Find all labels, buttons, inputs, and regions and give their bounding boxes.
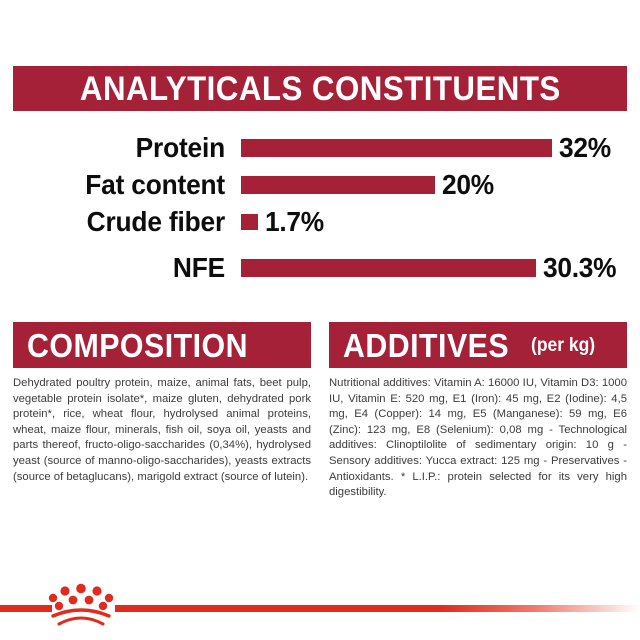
additives-banner-title: ADDITIVES xyxy=(343,326,510,364)
chart-bar-value: 20% xyxy=(442,169,495,200)
additives-body-text: Nutritional additives: Vitamin A: 16000 … xyxy=(329,377,627,499)
chart-row-label: Protein xyxy=(135,132,226,163)
analyticals-banner-title: ANALYTICALS CONSTITUENTS xyxy=(79,69,561,108)
composition-body-text: Dehydrated poultry protein, maize, anima… xyxy=(13,377,311,483)
chart-bar-wrap: 1.7% xyxy=(241,208,327,236)
composition-banner: COMPOSITION xyxy=(13,322,311,368)
chart-bar-wrap: 30.3% xyxy=(241,254,620,282)
footer-line-left xyxy=(0,605,52,612)
chart-bar xyxy=(241,139,553,157)
chart-bar-wrap: 32% xyxy=(241,134,614,162)
chart-bar xyxy=(241,176,436,194)
additives-banner-subtitle: (per kg) xyxy=(530,334,595,356)
chart-bar xyxy=(241,259,536,277)
additives-banner: ADDITIVES (per kg) xyxy=(329,322,627,368)
chart-row: Crude fiber 1.7% xyxy=(0,202,640,242)
chart-row: Fat content 20% xyxy=(0,165,640,205)
chart-bar-value: 30.3% xyxy=(542,252,617,283)
chart-bar-value: 32% xyxy=(559,132,611,163)
footer-bar xyxy=(0,596,640,618)
chart-row-label: Crude fiber xyxy=(86,206,226,237)
chart-row: Protein 32% xyxy=(0,128,640,168)
chart-bar xyxy=(241,214,258,230)
analyticals-bar-chart: Protein 32% Fat content 20% Crude fiber 1.7% N… xyxy=(0,128,640,293)
footer-line-right xyxy=(115,605,640,612)
composition-panel: COMPOSITION Dehydrated poultry protein, … xyxy=(13,322,311,485)
composition-banner-title: COMPOSITION xyxy=(27,326,248,364)
additives-panel: ADDITIVES (per kg) Nutritional additives… xyxy=(329,322,627,501)
chart-row-label: Fat content xyxy=(85,169,225,200)
chart-bar-wrap: 20% xyxy=(241,171,498,199)
chart-bar-value: 1.7% xyxy=(264,206,324,237)
chart-row-label: NFE xyxy=(172,252,225,283)
chart-row: NFE 30.3% xyxy=(0,248,640,288)
royal-canin-crown-logo xyxy=(48,583,114,626)
analyticals-constituents-banner: ANALYTICALS CONSTITUENTS xyxy=(13,66,627,111)
